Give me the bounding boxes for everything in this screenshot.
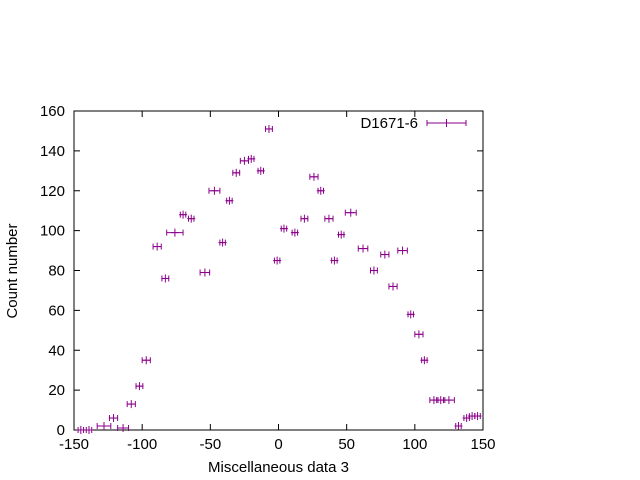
data-point [406,310,415,319]
y-tick-label: 140 [40,143,65,160]
legend-sample [426,119,467,127]
data-point [300,214,309,223]
x-tick-label: -100 [127,436,157,453]
data-point [442,396,455,405]
data-point [232,168,241,177]
data-point [247,154,256,163]
data-point [239,156,250,165]
data-point [187,214,196,223]
x-axis-title: Miscellaneous data 3 [208,459,349,476]
data-point [344,208,357,217]
data-point [84,426,93,434]
data-point [420,356,429,365]
data-point [166,228,184,237]
data-point [330,256,339,265]
data-series [76,124,482,434]
x-tick-label: 100 [402,436,427,453]
data-point [380,250,390,259]
y-tick-label: 20 [48,382,65,399]
data-point [152,242,162,251]
data-point [316,186,325,195]
data-point [135,382,144,391]
data-point [414,330,424,339]
data-point [141,356,151,365]
x-tick-label: 150 [470,436,495,453]
data-point [290,228,299,237]
data-point [273,256,282,265]
data-point [309,172,319,181]
y-tick-label: 40 [48,342,65,359]
data-point [225,196,234,205]
legend: D1671-6 [360,115,467,132]
data-point [473,412,482,421]
data-point [279,224,288,233]
data-point [369,266,378,275]
y-axis-title: Count number [4,223,21,318]
x-tick-label: 0 [274,436,282,453]
data-point [117,424,130,433]
y-tick-label: 100 [40,223,65,240]
data-point [256,166,265,175]
plot-frame [73,110,484,431]
data-point [108,414,119,423]
data-point [76,426,85,434]
y-tick-label: 80 [48,263,65,280]
y-tick-label: 0 [57,422,65,439]
x-tick-label: -50 [199,436,221,453]
x-axis: -150 -100 -50 0 50 100 150 [59,111,496,453]
data-point [454,422,463,431]
plot-border [73,110,484,431]
x-tick-label: -150 [59,436,89,453]
data-point [357,244,369,253]
y-tick-label: 60 [48,302,65,319]
data-point [337,230,346,239]
legend-label: D1671-6 [360,115,418,132]
data-point [126,400,136,409]
data-point [208,186,221,195]
x-tick-label: 50 [338,436,355,453]
data-point [388,282,398,291]
data-point [179,210,188,219]
data-point [397,246,408,255]
data-point [96,422,112,431]
y-tick-label: 120 [40,183,65,200]
data-point [324,214,334,223]
data-point [218,238,227,247]
data-point [161,274,170,283]
data-point [264,124,273,133]
y-axis: 0 20 40 60 80 100 120 140 160 [40,103,483,439]
data-point [199,268,211,277]
y-tick-label: 160 [40,103,65,120]
